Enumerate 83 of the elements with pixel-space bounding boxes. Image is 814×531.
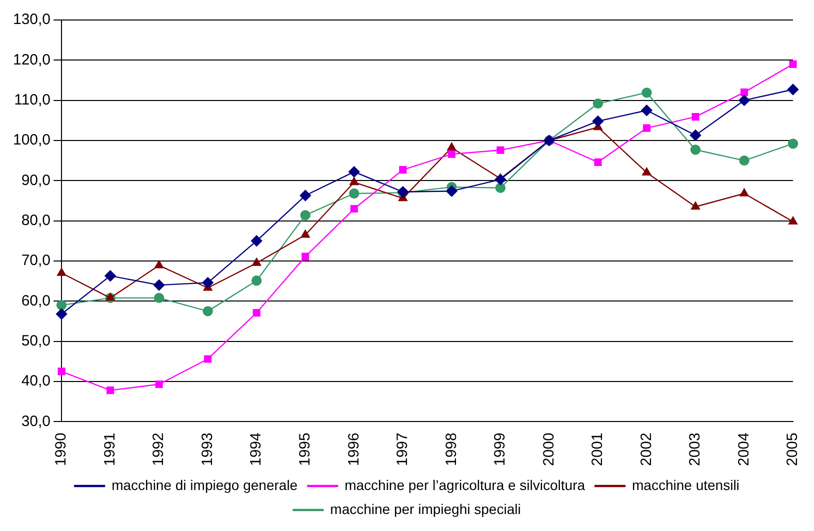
point [642, 124, 650, 132]
point [448, 150, 456, 158]
y-tick-label: 110,0 [14, 91, 51, 108]
x-tick-label: 1992 [150, 432, 168, 466]
point [300, 210, 310, 220]
point [399, 166, 407, 174]
point [349, 188, 360, 199]
point [642, 88, 652, 98]
x-tick-label: 1990 [52, 432, 70, 466]
y-tick-label: 100,0 [12, 132, 51, 149]
point [57, 268, 66, 276]
point [788, 216, 798, 224]
point [302, 252, 310, 260]
point [447, 142, 456, 151]
point [740, 188, 749, 196]
point [58, 368, 66, 376]
point [251, 276, 262, 286]
x-tick-label: 1997 [394, 432, 412, 466]
y-tick-label: 40,0 [21, 372, 51, 390]
point [155, 380, 163, 388]
point [789, 60, 797, 68]
point [692, 113, 700, 121]
x-tick-label: 2005 [784, 432, 802, 466]
point [153, 279, 165, 291]
x-tick-label: 1991 [101, 432, 118, 466]
point [154, 260, 164, 268]
y-tick-label: 80,0 [21, 212, 51, 229]
x-tick-label: 2000 [540, 432, 558, 466]
x-tick-label: 2002 [638, 432, 655, 466]
point [106, 292, 115, 301]
legend-label: macchine per impieghi speciali [330, 500, 521, 517]
x-tick-label: 1993 [198, 432, 216, 466]
x-tick-label: 1994 [248, 432, 265, 466]
point [496, 146, 504, 154]
x-tick-label: 2003 [686, 432, 704, 466]
point [350, 204, 358, 213]
point [592, 98, 604, 109]
point [642, 168, 652, 176]
legend-label: macchine di impiego generale [112, 476, 298, 493]
point [56, 300, 67, 310]
point [788, 138, 798, 149]
legend-label: macchine utensili [632, 476, 740, 493]
x-tick-label: 1995 [296, 432, 314, 466]
point [594, 158, 602, 166]
y-tick-label: 70,0 [21, 252, 51, 270]
point [252, 309, 260, 317]
y-tick-label: 120,0 [12, 51, 51, 68]
point [446, 185, 458, 197]
y-tick-label: 130,0 [12, 11, 51, 28]
point [787, 84, 799, 96]
point [690, 144, 701, 155]
y-tick-label: 90,0 [21, 172, 51, 189]
point [592, 116, 604, 127]
point [494, 174, 506, 186]
point [202, 277, 214, 288]
point [300, 230, 310, 238]
point [739, 155, 750, 166]
x-tick-label: 1996 [345, 432, 362, 466]
point [495, 182, 506, 193]
x-tick-label: 2001 [589, 432, 606, 466]
point [641, 104, 652, 116]
point [350, 177, 359, 186]
point [104, 270, 116, 282]
x-tick-label: 1998 [442, 432, 460, 466]
point [300, 190, 311, 202]
point [690, 130, 702, 141]
y-tick-label: 50,0 [21, 332, 51, 350]
y-tick-label: 30,0 [21, 412, 51, 430]
x-tick-label: 2004 [735, 432, 752, 466]
point [252, 258, 262, 266]
point [204, 355, 212, 363]
point [738, 94, 750, 106]
point [250, 235, 262, 246]
point [56, 308, 68, 320]
point [106, 386, 114, 394]
point [348, 166, 360, 178]
legend-label: macchine per l’agricoltura e silvicoltura [344, 476, 586, 493]
point [690, 202, 700, 210]
point [202, 306, 213, 316]
point [154, 292, 164, 304]
point [740, 88, 748, 96]
x-tick-label: 1999 [492, 432, 509, 466]
y-tick-label: 60,0 [21, 292, 51, 310]
